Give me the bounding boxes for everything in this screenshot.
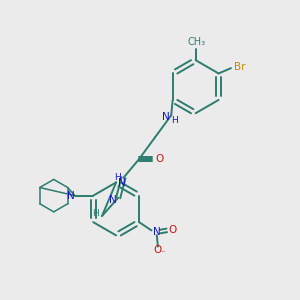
Text: H: H <box>114 172 120 182</box>
Text: N: N <box>118 178 126 188</box>
Text: ⁻: ⁻ <box>161 249 166 258</box>
Text: CH₃: CH₃ <box>187 37 205 47</box>
Text: Br: Br <box>234 62 245 72</box>
Text: O: O <box>169 225 177 236</box>
Text: N: N <box>67 190 75 201</box>
Text: N: N <box>153 226 160 237</box>
Text: N: N <box>109 195 117 205</box>
Text: N: N <box>162 112 170 122</box>
Text: O: O <box>155 154 164 164</box>
Text: O: O <box>154 245 162 255</box>
Text: H: H <box>92 209 99 218</box>
Text: H: H <box>171 116 178 125</box>
